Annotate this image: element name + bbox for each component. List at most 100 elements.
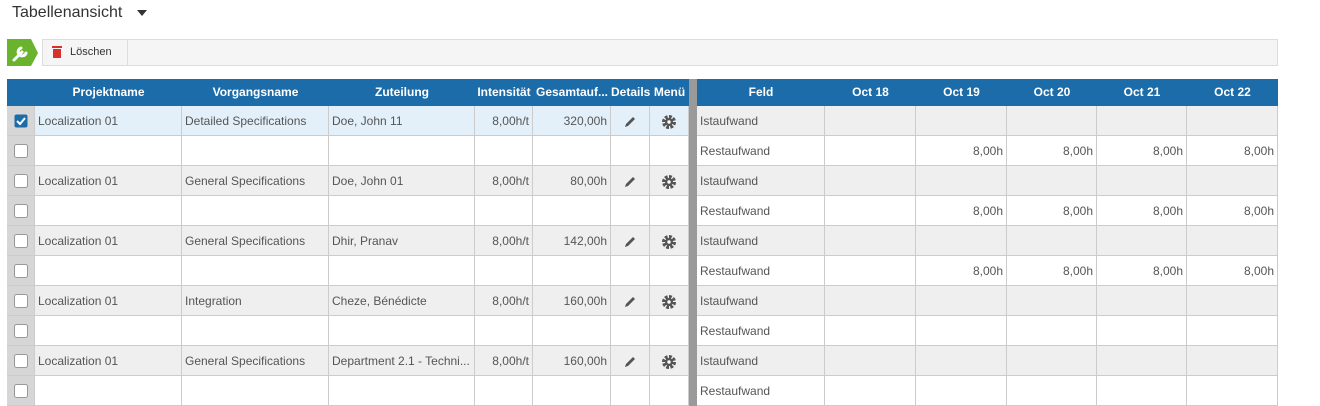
menu-button[interactable] — [650, 346, 689, 376]
value-cell — [825, 196, 916, 226]
empty-cell — [329, 256, 475, 286]
value-cell — [1187, 106, 1278, 136]
empty-cell — [650, 256, 689, 286]
delete-button[interactable]: Löschen — [42, 39, 128, 66]
value-cell — [825, 346, 916, 376]
cell-task: General Specifications — [182, 346, 329, 376]
cell-total: 160,00h — [533, 286, 611, 316]
tool-tag[interactable] — [7, 39, 39, 67]
empty-cell — [35, 316, 182, 346]
empty-cell — [533, 136, 611, 166]
value-cell: 8,00h — [1007, 256, 1097, 286]
empty-cell — [475, 196, 533, 226]
checkbox[interactable] — [14, 264, 28, 278]
details-button[interactable] — [611, 286, 650, 316]
value-cell — [825, 166, 916, 196]
empty-cell — [475, 376, 533, 406]
value-cell — [1007, 346, 1097, 376]
empty-cell — [35, 376, 182, 406]
value-cell — [1097, 106, 1187, 136]
value-cell — [1007, 106, 1097, 136]
title-text: Tabellenansicht — [12, 4, 123, 21]
value-cell: 8,00h — [1187, 136, 1278, 166]
menu-button[interactable] — [650, 286, 689, 316]
field-label: Istaufwand — [697, 286, 825, 316]
pencil-icon — [625, 116, 635, 127]
cell-intensity: 8,00h/t — [475, 166, 533, 196]
menu-button[interactable] — [650, 166, 689, 196]
value-cell — [1097, 376, 1187, 406]
column-header: Intensität — [475, 79, 533, 106]
value-cell — [1187, 286, 1278, 316]
checkbox-checked[interactable] — [14, 114, 28, 128]
field-label: Restaufwand — [697, 316, 825, 346]
cell-assignment: Department 2.1 - Techni... — [329, 346, 475, 376]
pencil-icon — [625, 176, 635, 187]
checkbox[interactable] — [14, 204, 28, 218]
value-cell — [916, 166, 1007, 196]
empty-cell — [650, 316, 689, 346]
empty-cell — [475, 256, 533, 286]
row-checkbox[interactable] — [7, 376, 35, 406]
empty-cell — [182, 196, 329, 226]
gear-icon — [662, 354, 676, 369]
row-checkbox[interactable] — [7, 316, 35, 346]
empty-cell — [533, 256, 611, 286]
row-checkbox[interactable] — [7, 106, 35, 136]
empty-cell — [329, 136, 475, 166]
details-button[interactable] — [611, 106, 650, 136]
details-button[interactable] — [611, 346, 650, 376]
row-checkbox[interactable] — [7, 166, 35, 196]
row-checkbox[interactable] — [7, 226, 35, 256]
value-cell — [1097, 226, 1187, 256]
value-cell: 8,00h — [916, 256, 1007, 286]
row-checkbox[interactable] — [7, 346, 35, 376]
details-button[interactable] — [611, 166, 650, 196]
empty-cell — [611, 256, 650, 286]
cell-project: Localization 01 — [35, 106, 182, 136]
value-cell: 8,00h — [1007, 196, 1097, 226]
empty-cell — [475, 136, 533, 166]
value-cell — [916, 346, 1007, 376]
value-cell — [916, 286, 1007, 316]
menu-button[interactable] — [650, 106, 689, 136]
column-header: Zuteilung — [329, 79, 475, 106]
details-button[interactable] — [611, 226, 650, 256]
cell-task: General Specifications — [182, 166, 329, 196]
row-checkbox[interactable] — [7, 136, 35, 166]
value-cell — [1097, 346, 1187, 376]
row-checkbox[interactable] — [7, 196, 35, 226]
cell-intensity: 8,00h/t — [475, 106, 533, 136]
empty-cell — [35, 136, 182, 166]
checkbox[interactable] — [14, 324, 28, 338]
value-cell — [825, 286, 916, 316]
menu-button[interactable] — [650, 226, 689, 256]
value-cell — [825, 376, 916, 406]
checkbox[interactable] — [14, 384, 28, 398]
checkbox[interactable] — [14, 294, 28, 308]
value-cell — [1187, 346, 1278, 376]
row-checkbox[interactable] — [7, 256, 35, 286]
value-cell — [825, 316, 916, 346]
checkbox[interactable] — [14, 234, 28, 248]
view-title[interactable]: Tabellenansicht — [12, 4, 149, 22]
checkbox[interactable] — [14, 354, 28, 368]
row-checkbox[interactable] — [7, 286, 35, 316]
cell-total: 320,00h — [533, 106, 611, 136]
empty-cell — [650, 376, 689, 406]
button-label: Löschen — [70, 46, 112, 58]
checkbox[interactable] — [14, 144, 28, 158]
field-label: Restaufwand — [697, 196, 825, 226]
pencil-icon — [625, 296, 635, 307]
checkbox[interactable] — [14, 174, 28, 188]
value-cell — [1007, 226, 1097, 256]
column-header: Feld — [697, 79, 825, 106]
gear-icon — [662, 234, 676, 249]
column-header: Oct 21 — [1097, 79, 1187, 106]
value-cell — [1097, 166, 1187, 196]
gear-icon — [662, 294, 676, 309]
column-header: Oct 19 — [916, 79, 1007, 106]
splitter[interactable] — [689, 79, 697, 406]
value-cell: 8,00h — [1097, 196, 1187, 226]
